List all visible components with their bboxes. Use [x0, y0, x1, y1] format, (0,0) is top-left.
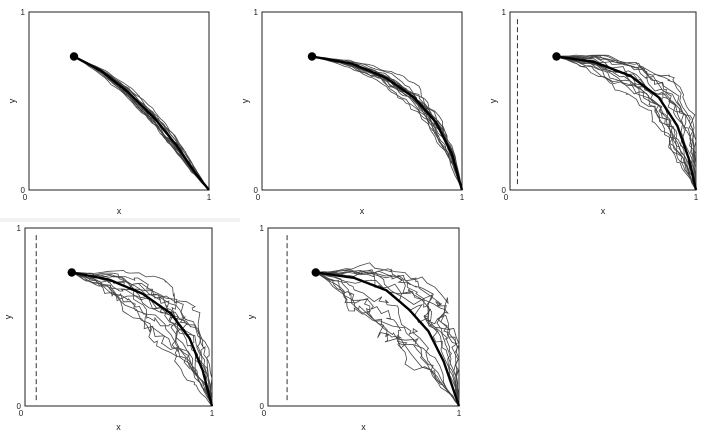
trajectory-line — [71, 272, 213, 407]
trajectory-line — [556, 54, 697, 191]
chart-panel-4: 0 1 0 1 x y — [0, 218, 240, 437]
chart-svg: 0 1 0 1 x y — [240, 8, 465, 216]
trajectory-line — [315, 272, 460, 407]
panel-divider — [0, 218, 240, 222]
trajectory-line — [71, 272, 213, 407]
x-tick-label: 1 — [207, 193, 212, 202]
chart-svg: 0 1 0 1 x y — [7, 8, 212, 216]
y-tick-label: 1 — [260, 224, 265, 233]
x-tick-label: 0 — [256, 193, 261, 202]
y-tick-label: 1 — [17, 224, 22, 233]
trajectory-line — [73, 56, 210, 191]
y-tick-label: 1 — [502, 8, 507, 17]
trajectory-line — [315, 270, 460, 407]
trajectory-line — [556, 56, 697, 191]
y-axis-label: y — [246, 314, 256, 319]
chart-svg: 0 1 0 1 x y — [246, 224, 462, 432]
chart-svg: 0 1 0 1 x y — [488, 8, 699, 216]
chart-panel-1: 0 1 0 1 x y — [0, 0, 240, 222]
plot-frame — [24, 227, 213, 407]
y-tick-label: 0 — [254, 186, 259, 195]
trajectory-line — [73, 56, 210, 191]
trajectory-line — [73, 56, 210, 191]
y-axis-label: y — [242, 98, 250, 103]
trajectory-line — [556, 56, 697, 191]
x-tick-label: 1 — [210, 409, 215, 418]
trajectory-line — [556, 56, 697, 191]
y-axis-label: y — [3, 314, 13, 319]
chart-svg: 0 1 0 1 x y — [3, 224, 215, 432]
trajectory-line — [73, 56, 210, 191]
x-axis-label: x — [116, 422, 121, 432]
mean-trajectory-line — [556, 55, 698, 191]
trajectory-line — [73, 56, 210, 191]
x-axis-label: x — [601, 206, 606, 216]
start-point-marker — [552, 52, 561, 61]
trajectory-line — [556, 56, 697, 191]
trajectory-line — [315, 271, 460, 407]
start-point-marker — [69, 52, 79, 61]
plot-frame — [267, 227, 460, 407]
chart-panel-3: 0 1 0 1 x y — [488, 0, 718, 222]
mean-trajectory-line — [315, 271, 461, 407]
start-point-marker — [67, 268, 76, 277]
x-axis-label: x — [360, 206, 365, 216]
x-tick-label: 1 — [457, 409, 462, 418]
trajectory-line — [73, 56, 210, 191]
trajectory-line — [73, 56, 210, 191]
chart-panel-2: 0 1 0 1 x y — [240, 0, 482, 222]
x-axis-label: x — [361, 422, 366, 432]
trajectory-line — [315, 272, 460, 407]
trajectory-line — [315, 272, 460, 407]
trajectory-line — [71, 272, 213, 407]
trajectory-line — [315, 262, 460, 407]
trajectory-line — [73, 56, 210, 191]
x-axis-label: x — [117, 206, 122, 216]
mean-trajectory-line — [71, 271, 214, 407]
y-axis-label: y — [488, 98, 498, 103]
y-tick-label: 1 — [21, 8, 26, 17]
trajectory-line — [71, 272, 213, 407]
trajectory-line — [556, 55, 697, 191]
x-tick-label: 0 — [19, 409, 24, 418]
trajectory-line — [71, 270, 213, 406]
trajectory-line — [315, 272, 460, 407]
y-tick-label: 0 — [21, 186, 26, 195]
trajectory-line — [73, 56, 210, 191]
trajectory-line — [73, 56, 210, 191]
y-tick-label: 1 — [254, 8, 259, 17]
trajectory-line — [73, 56, 210, 191]
y-axis-label: y — [7, 98, 17, 103]
trajectory-line — [73, 56, 210, 191]
trajectory-line — [315, 269, 460, 407]
mean-trajectory-line — [73, 55, 210, 191]
x-tick-label: 0 — [504, 193, 509, 202]
chart-panel-5: 0 1 0 1 x y — [244, 218, 484, 437]
trajectory-line — [71, 272, 213, 407]
plot-frame — [28, 11, 210, 191]
trajectory-line — [315, 272, 460, 407]
mean-trajectory-line — [311, 55, 464, 191]
start-point-marker — [311, 268, 320, 277]
plot-frame — [261, 11, 463, 191]
x-tick-label: 1 — [460, 193, 465, 202]
trajectory-line — [556, 56, 697, 191]
start-point-marker — [307, 52, 317, 61]
trajectory-line — [73, 56, 210, 191]
y-tick-label: 0 — [260, 402, 265, 411]
trajectory-line — [556, 56, 697, 190]
trajectory-line — [73, 56, 210, 191]
trajectory-line — [315, 272, 460, 407]
y-tick-label: 0 — [502, 186, 507, 195]
x-tick-label: 0 — [23, 193, 28, 202]
x-tick-label: 0 — [262, 409, 267, 418]
trajectory-line — [73, 56, 210, 191]
trajectory-line — [73, 56, 210, 191]
y-tick-label: 0 — [17, 402, 22, 411]
plot-frame — [509, 11, 697, 191]
trajectory-line — [556, 56, 697, 191]
x-tick-label: 1 — [694, 193, 699, 202]
trajectory-line — [311, 56, 463, 191]
